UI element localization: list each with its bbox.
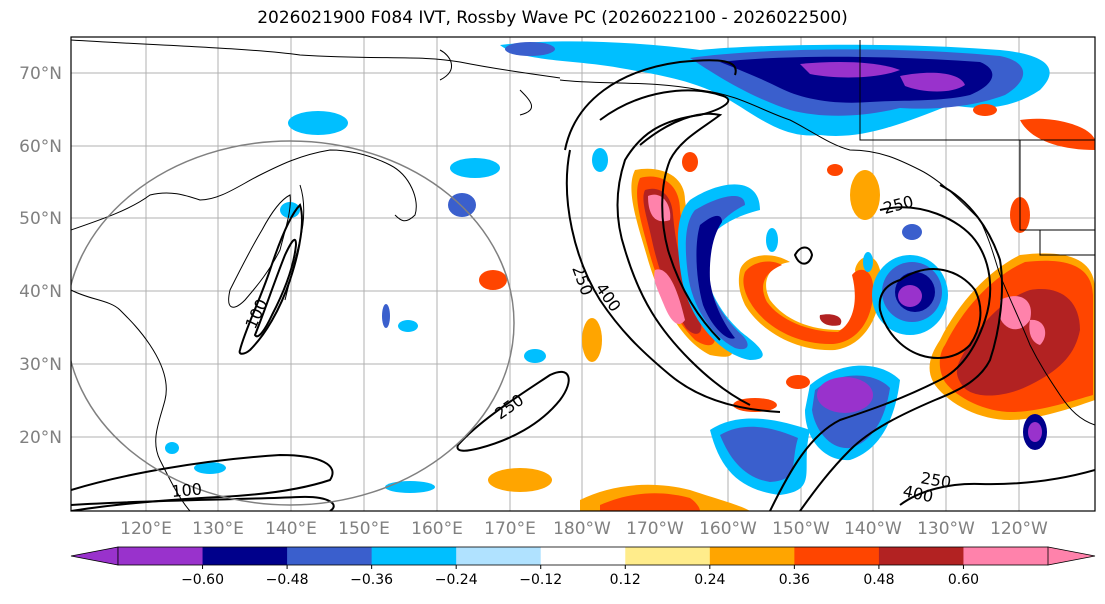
colorbar-tick-label: 0.36 (779, 572, 810, 588)
map-title: 2026021900 F084 IVT, Rossby Wave PC (202… (257, 8, 848, 28)
contour-label: 250 (568, 263, 596, 298)
lon-label: 160°W (699, 519, 757, 539)
contour-label: 250 (881, 192, 915, 218)
longitude-labels: 120°E 130°E 140°E 150°E 160°E 170°E 180°… (120, 519, 1048, 539)
latitude-labels: 70°N 60°N 50°N 40°N 30°N 20°N (19, 64, 62, 448)
colorbar-swatch (118, 547, 204, 565)
lon-label: 160°E (411, 519, 463, 539)
colorbar-tick-label: 0.12 (610, 572, 641, 588)
lat-label: 70°N (19, 64, 62, 84)
colorbar (70, 546, 1096, 569)
colorbar-tick-labels: −0.60 −0.48 −0.36 −0.24 −0.12 0.12 0.24 0.36 0.4… (181, 572, 979, 588)
lat-label: 30°N (19, 355, 62, 375)
colorbar-tick-label: −0.48 (266, 572, 309, 588)
colorbar-swatch (709, 547, 795, 565)
lon-label: 170°E (484, 519, 536, 539)
ivt-anomaly-fill (165, 41, 1095, 511)
lon-label: 120°E (120, 519, 172, 539)
lat-label: 50°N (19, 209, 62, 229)
colorbar-swatch (963, 547, 1049, 565)
colorbar-swatch (540, 547, 626, 565)
colorbar-extend-max (1047, 546, 1096, 566)
lon-label: 170°W (626, 519, 684, 539)
lon-label: 120°W (990, 519, 1048, 539)
colorbar-swatch (878, 547, 964, 565)
lon-label: 130°E (192, 519, 244, 539)
colorbar-swatch (371, 547, 457, 565)
colorbar-swatch (456, 547, 542, 565)
colorbar-tick-label: 0.24 (694, 572, 725, 588)
lon-label: 130°W (917, 519, 975, 539)
colorbar-tick-label: 0.48 (863, 572, 894, 588)
lon-label: 150°E (338, 519, 390, 539)
contour-label: 100 (171, 479, 203, 501)
colorbar-extend-min (70, 546, 119, 566)
ivt-contours (71, 59, 1095, 511)
map-frame (70, 36, 1096, 512)
lat-label: 40°N (19, 282, 62, 302)
lon-label: 140°W (844, 519, 902, 539)
colorbar-tick-label: −0.24 (435, 572, 478, 588)
colorbar-tick-label: −0.12 (519, 572, 562, 588)
contour-label: 400 (592, 279, 625, 315)
lon-label: 140°E (265, 519, 317, 539)
coastlines (71, 39, 1095, 511)
colorbar-tick-label: −0.36 (350, 572, 393, 588)
rossby-wave-region-circle (71, 140, 515, 506)
colorbar-tick-label: 0.60 (948, 572, 979, 588)
lon-label: 150°W (772, 519, 830, 539)
colorbar-swatch (287, 547, 373, 565)
colorbar-swatch (625, 547, 711, 565)
lon-label: 180°W (553, 519, 611, 539)
colorbar-frame (117, 546, 1049, 566)
lat-label: 60°N (19, 137, 62, 157)
colorbar-tick-label: −0.60 (181, 572, 224, 588)
contour-label: 250 (491, 390, 527, 423)
lat-label: 20°N (19, 428, 62, 448)
colorbar-swatch (794, 547, 880, 565)
colorbar-swatch (202, 547, 288, 565)
